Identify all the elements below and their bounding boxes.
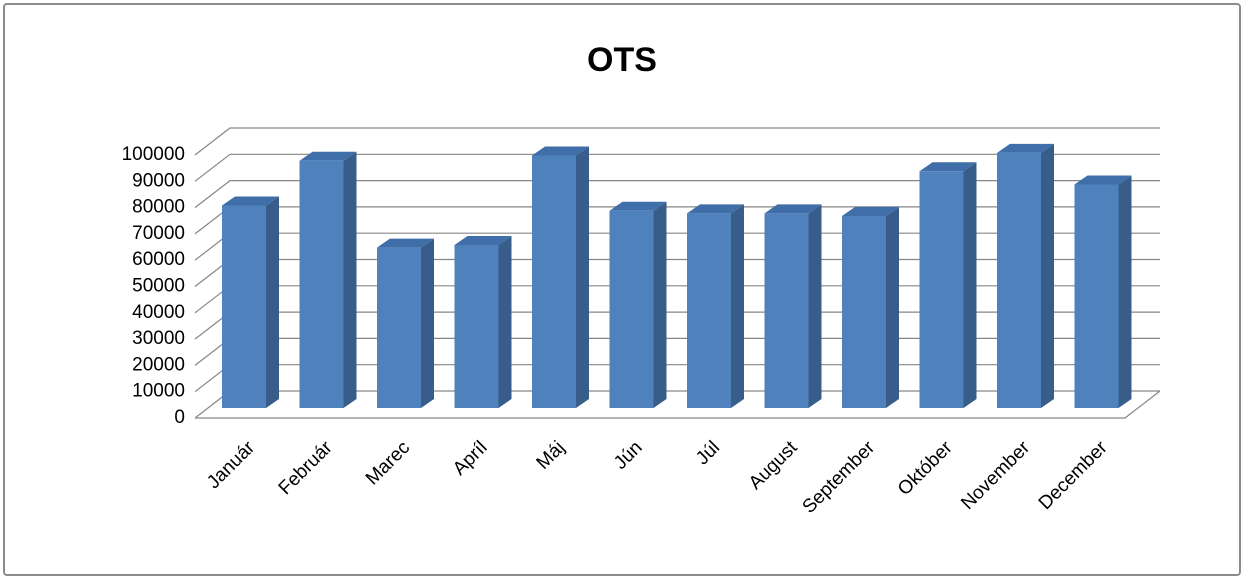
bar xyxy=(919,162,977,408)
bar-side xyxy=(266,196,279,408)
y-tick-label: 10000 xyxy=(132,381,185,402)
grid-line xyxy=(194,180,1160,209)
bar-front xyxy=(609,210,654,408)
bar-front xyxy=(377,247,421,408)
bar-front xyxy=(919,171,964,408)
bar-top xyxy=(997,143,1054,153)
bar-side xyxy=(653,201,667,408)
bar-front xyxy=(1074,184,1119,408)
bar xyxy=(687,204,744,408)
bar-front xyxy=(764,213,809,408)
bar-front xyxy=(687,213,731,408)
bar-top xyxy=(377,238,434,248)
bar-side xyxy=(576,146,589,408)
bar-front xyxy=(997,152,1041,408)
grid-line xyxy=(194,153,1160,182)
bar-top xyxy=(842,207,899,217)
y-tick-label: 80000 xyxy=(132,197,185,218)
floor xyxy=(195,390,1161,419)
bar-side xyxy=(343,151,357,408)
y-tick-label: 0 xyxy=(174,407,185,428)
bar-side xyxy=(808,204,822,408)
bar-top xyxy=(919,162,977,172)
y-tick-label: 100000 xyxy=(122,144,185,165)
bar-front xyxy=(454,244,499,408)
bar-top xyxy=(687,204,744,214)
y-tick-label: 40000 xyxy=(132,302,185,323)
bar xyxy=(299,151,357,408)
bar xyxy=(609,201,667,408)
bar xyxy=(842,207,899,408)
y-tick-label: 50000 xyxy=(132,276,185,297)
bar xyxy=(454,235,512,408)
grid-line xyxy=(194,127,1160,156)
y-tick-label: 90000 xyxy=(132,170,185,191)
bar-top xyxy=(764,204,822,214)
bar-top xyxy=(609,201,667,211)
bar-side xyxy=(731,204,744,408)
bar-side xyxy=(421,238,434,408)
bar-top xyxy=(222,196,279,206)
bar xyxy=(377,238,434,408)
bar-front xyxy=(842,216,886,408)
bar-side xyxy=(886,207,899,408)
chart-title: OTS xyxy=(587,41,657,79)
y-tick-label: 20000 xyxy=(132,354,185,375)
y-tick-label: 30000 xyxy=(132,328,185,349)
bar xyxy=(764,204,822,408)
bar-side xyxy=(963,162,977,408)
bar-top xyxy=(1074,175,1132,185)
bar-side xyxy=(498,235,512,408)
bar-top xyxy=(532,146,589,156)
bar xyxy=(1074,175,1132,408)
bar-front xyxy=(222,205,266,408)
bar xyxy=(532,146,589,408)
bar-side xyxy=(1118,175,1132,408)
bar-side xyxy=(1041,143,1054,408)
bar-front xyxy=(532,155,576,408)
bar-front xyxy=(299,160,344,408)
bar-top xyxy=(299,151,357,161)
y-tick-label: 70000 xyxy=(132,223,185,244)
y-tick-label: 60000 xyxy=(132,249,185,270)
bar xyxy=(222,196,279,408)
bar xyxy=(997,143,1054,408)
bar-top xyxy=(454,235,512,245)
